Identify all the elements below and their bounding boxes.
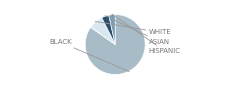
Wedge shape <box>102 15 115 44</box>
Wedge shape <box>91 18 115 44</box>
Text: HISPANIC: HISPANIC <box>112 14 181 54</box>
Text: WHITE: WHITE <box>95 21 172 36</box>
Wedge shape <box>85 14 145 74</box>
Text: ASIAN: ASIAN <box>105 16 170 44</box>
Wedge shape <box>109 14 115 44</box>
Text: BLACK: BLACK <box>49 39 129 72</box>
